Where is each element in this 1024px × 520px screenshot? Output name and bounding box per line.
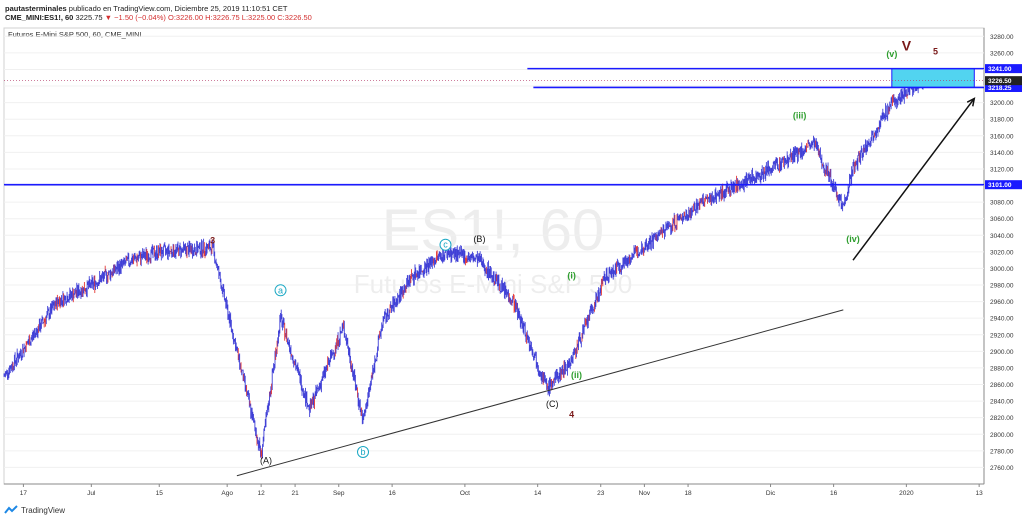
x-tick-label: Jul (87, 490, 96, 497)
y-tick-label: 3080.00 (990, 200, 1014, 207)
x-tick-label: 17 (20, 490, 28, 497)
wave-label: 5 (933, 47, 938, 57)
last-price: 3225.75 (75, 13, 103, 22)
publish-line: pautasterminales publicado en TradingVie… (5, 4, 287, 13)
y-tick-label: 2820.00 (990, 415, 1014, 422)
wave-label: (A) (260, 455, 272, 465)
y-tick-label: 3020.00 (990, 249, 1014, 256)
x-tick-label: Oct (460, 490, 470, 497)
x-tick-label: Ago (221, 490, 233, 497)
target-zone-box (891, 68, 975, 88)
wave-label-circle (439, 238, 452, 251)
chart-title: Futuros E-Mini S&P 500, 60, CME_MINI (8, 30, 142, 39)
wave-label: (C) (546, 399, 559, 409)
footer-brand: TradingView (21, 505, 66, 515)
x-tick-label: 23 (597, 490, 605, 497)
x-tick-label: 15 (156, 490, 164, 497)
wave-label: c (443, 240, 448, 250)
grid (4, 35, 984, 468)
x-tick-label: 18 (684, 490, 692, 497)
y-tick-label: 2880.00 (990, 365, 1014, 372)
y-tick-label: 3060.00 (990, 216, 1014, 223)
y-tick-label: 3160.00 (990, 133, 1014, 140)
wave-label: V (902, 37, 912, 53)
drawings (4, 67, 984, 477)
ohlc-values: O:3226.00 H:3226.75 L:3225.00 C:3226.50 (167, 13, 312, 22)
x-axis: 17 Jul 15 Ago 12 21 Sep 16 Oct 14 23 Nov 18 Dic 16 2020… (20, 484, 983, 497)
y-tick-label: 3200.00 (990, 100, 1014, 107)
y-tick-label: 2760.00 (990, 465, 1014, 472)
price-tag-level-bg (985, 180, 1022, 190)
wave-labels: 3 a (A) b c (B) (C) 4 (ii) (i) (iii) (iv) (v) V 5 (210, 37, 938, 465)
symbol-name: CME_MINI:ES1!, 60 (5, 13, 74, 22)
y-tick-label: 2960.00 (990, 299, 1014, 306)
wave-label: b (361, 447, 366, 457)
projection-arrow (852, 98, 975, 261)
y-tick-label: 3260.00 (990, 50, 1014, 57)
x-tick-label: 16 (389, 490, 397, 497)
wave-label: (ii) (571, 370, 582, 380)
y-tick-label: 2900.00 (990, 349, 1014, 356)
y-axis: 2760.00 2780.00 2800.00 2820.00 2840.00 2860.… (985, 34, 1022, 472)
y-tick-label: 2780.00 (990, 448, 1014, 455)
wave-label: 4 (569, 410, 574, 420)
x-tick-label: 13 (976, 490, 984, 497)
symbol-line: CME_MINI:ES1!, 60 3225.75 ▼ −1.50 (−0.04… (5, 13, 312, 22)
wave-label-circle (357, 445, 370, 458)
watermark-symbol: ES1!, 60 (382, 198, 604, 263)
y-tick-label: 2800.00 (990, 432, 1014, 439)
x-tick-label: 12 (258, 490, 266, 497)
x-tick-label: 21 (291, 490, 299, 497)
x-tick-label: 16 (830, 490, 838, 497)
author-name: pautasterminales (5, 4, 67, 13)
x-tick-label: 14 (534, 490, 542, 497)
tradingview-footer[interactable]: TradingView (4, 505, 65, 515)
publish-info: publicado en TradingView.com, Diciembre … (68, 4, 288, 13)
price-tag-last: 3226.50 (988, 78, 1012, 85)
wave-label: (i) (567, 270, 576, 280)
y-tick-label: 2940.00 (990, 316, 1014, 323)
y-tick-label: 2840.00 (990, 399, 1014, 406)
wave-label-circle (274, 284, 287, 297)
price-tag-last-bg (985, 76, 1022, 86)
x-tick-label: Sep (333, 490, 345, 497)
candles (3, 70, 927, 460)
wave-label: (iii) (793, 110, 807, 120)
wave-label: (B) (473, 234, 485, 244)
y-tick-label: 2860.00 (990, 382, 1014, 389)
wave-label: a (278, 285, 283, 295)
y-tick-label: 3040.00 (990, 233, 1014, 240)
price-tag-upper-bg (985, 64, 1022, 74)
wave-label: (v) (886, 49, 897, 59)
price-change: ▼ −1.50 (−0.04%) (104, 13, 166, 22)
y-tick-label: 2920.00 (990, 332, 1014, 339)
price-tag-lower-bg (985, 82, 1022, 92)
arrow-head-icon (966, 97, 976, 107)
wave-label: 3 (210, 236, 215, 246)
y-tick-label: 3280.00 (990, 34, 1014, 41)
price-tag-upper: 3241.00 (988, 66, 1012, 73)
price-tag-level: 3101.00 (988, 182, 1012, 189)
price-tag-lower: 3218.25 (988, 85, 1012, 92)
y-tick-label: 3000.00 (990, 266, 1014, 273)
x-tick-label: Dic (766, 490, 776, 497)
x-tick-label: Nov (639, 490, 651, 497)
y-tick-label: 3120.00 (990, 166, 1014, 173)
y-tick-label: 3140.00 (990, 150, 1014, 157)
y-tick-label: 3180.00 (990, 117, 1014, 124)
trendline (236, 309, 844, 477)
x-tick-label: 2020 (899, 490, 914, 497)
y-tick-label: 2980.00 (990, 283, 1014, 290)
wave-label: (iv) (846, 234, 860, 244)
tradingview-logo-icon (4, 505, 18, 514)
